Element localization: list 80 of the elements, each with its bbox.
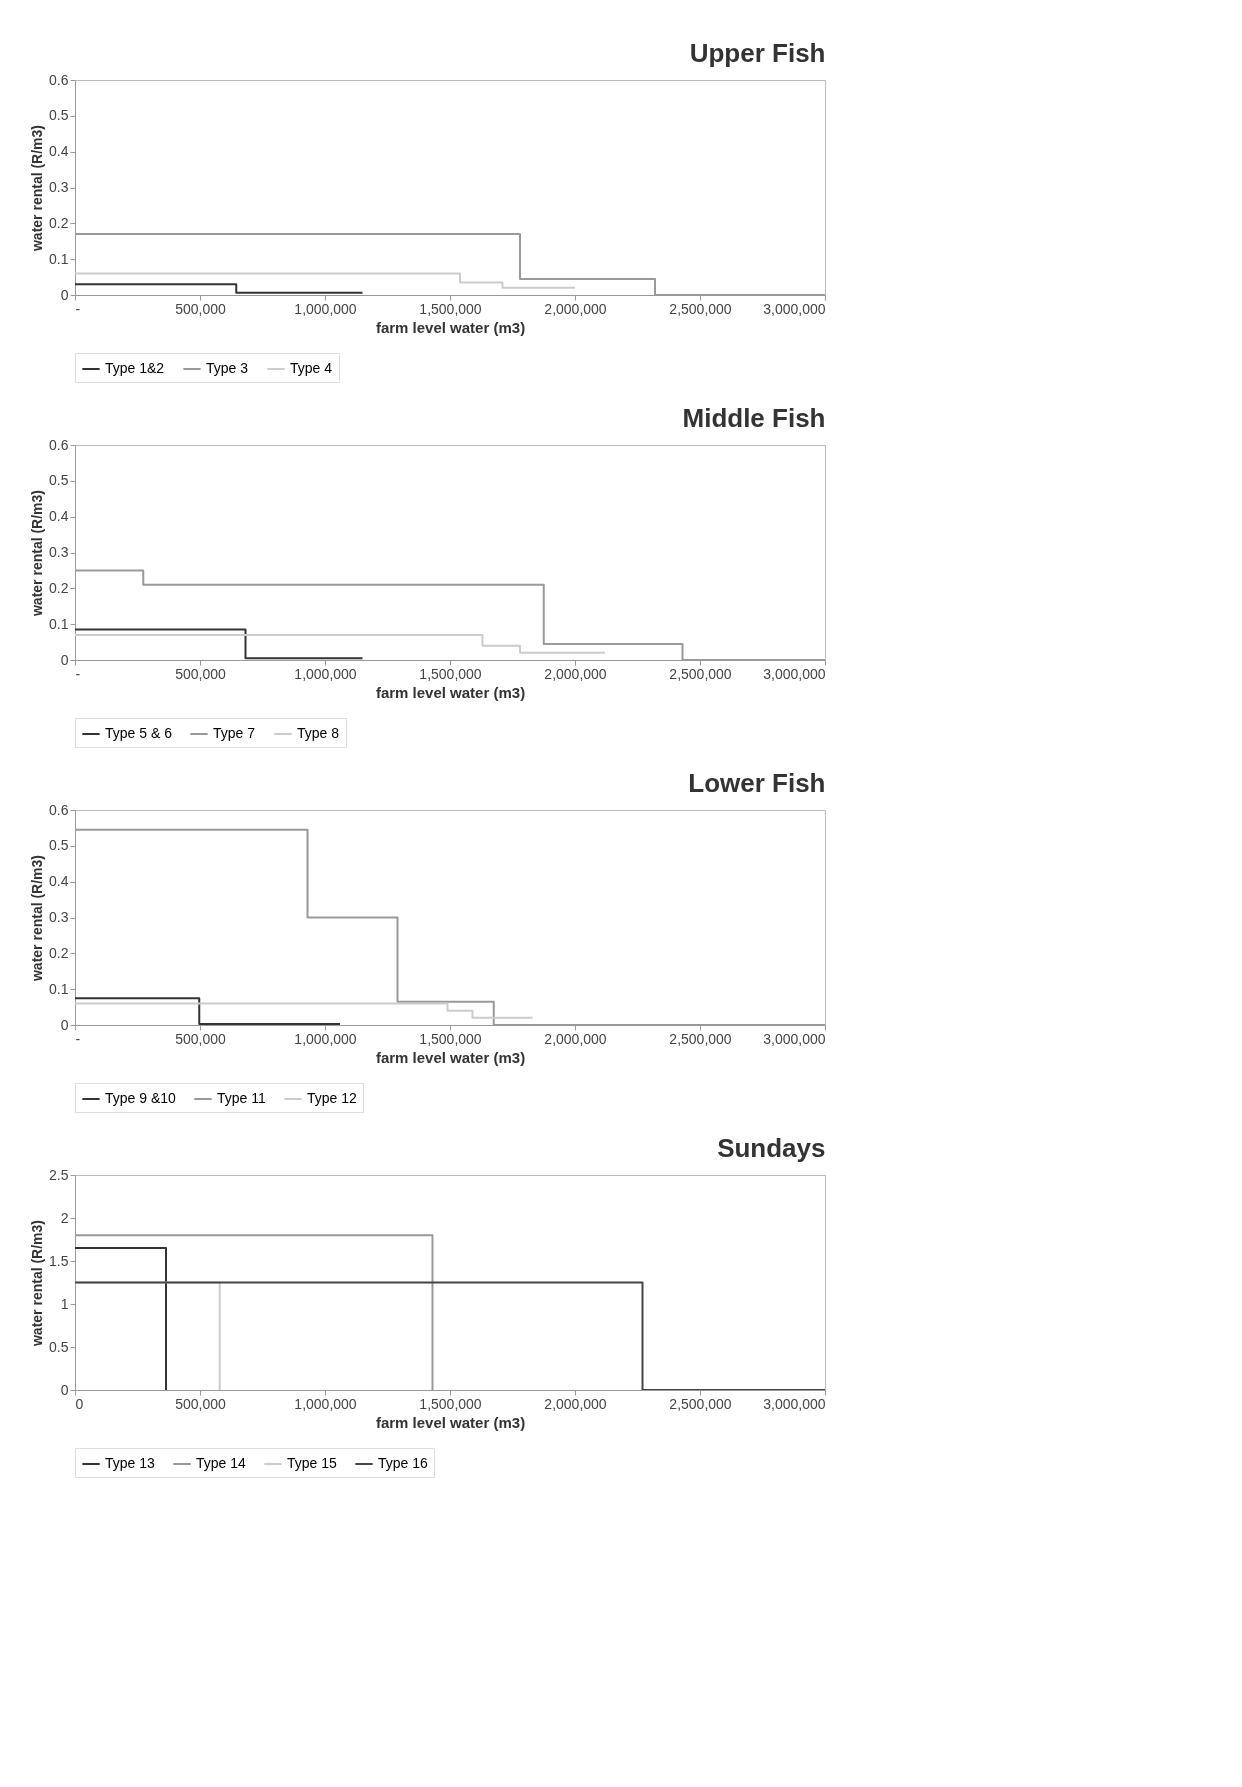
y-tick-label: 0 — [60, 286, 69, 303]
x-tick-label: 0 — [75, 1395, 84, 1412]
y-tick-label: 0.4 — [49, 873, 69, 890]
y-axis-title: water rental (R/m3) — [29, 489, 46, 618]
x-tick-label: 1,500,000 — [419, 1395, 482, 1412]
x-tick-label: 2,000,000 — [544, 300, 607, 317]
x-tick-label: 500,000 — [175, 300, 227, 317]
x-axis-title: farm level water (m3) — [375, 1048, 526, 1066]
y-tick-label: 0.5 — [49, 472, 69, 489]
y-tick-label: 2.5 — [49, 1166, 69, 1183]
x-tick-label: 500,000 — [175, 665, 227, 682]
x-axis-title: farm level water (m3) — [375, 318, 526, 336]
y-tick-label: 0.1 — [49, 980, 69, 997]
y-tick-label: 0.4 — [49, 143, 69, 160]
y-tick-label: 0 — [60, 651, 69, 668]
y-tick-label: 0.2 — [49, 944, 69, 961]
x-tick-label: 3,000,000 — [763, 1030, 826, 1047]
x-tick-label: 3,000,000 — [763, 665, 826, 682]
x-tick-label: 3,000,000 — [763, 1395, 826, 1412]
x-tick-label: - — [75, 665, 81, 682]
chart-title: Middle Fish — [682, 403, 826, 433]
legend-label: Type 15 — [287, 1455, 338, 1471]
y-tick-label: 0.2 — [49, 214, 69, 231]
y-tick-label: 0.1 — [49, 615, 69, 632]
chart-title: Upper Fish — [689, 38, 826, 68]
y-tick-label: 0.3 — [49, 179, 69, 195]
x-tick-label: 2,500,000 — [669, 1030, 732, 1047]
x-tick-label: 500,000 — [175, 1395, 227, 1412]
legend-label: Type 3 — [206, 360, 249, 376]
chart-title: Lower Fish — [688, 768, 826, 798]
y-tick-label: 0.2 — [49, 579, 69, 596]
legend-label: Type 14 — [196, 1455, 247, 1471]
x-tick-label: 2,000,000 — [544, 665, 607, 682]
x-tick-label: 500,000 — [175, 1030, 227, 1047]
y-axis-title: water rental (R/m3) — [29, 1219, 46, 1348]
y-tick-label: 0 — [60, 1381, 69, 1398]
y-tick-label: 0.6 — [49, 436, 69, 453]
x-tick-label: 1,500,000 — [419, 300, 482, 317]
x-tick-label: 1,500,000 — [419, 665, 482, 682]
y-tick-label: 2 — [60, 1209, 69, 1226]
y-tick-label: 0.5 — [49, 1338, 69, 1355]
legend-label: Type 16 — [378, 1455, 429, 1471]
y-tick-label: 0 — [60, 1016, 69, 1033]
y-axis-title: water rental (R/m3) — [29, 124, 46, 253]
x-tick-label: 2,000,000 — [544, 1395, 607, 1412]
x-tick-label: 1,000,000 — [294, 665, 357, 682]
x-tick-label: 2,500,000 — [669, 300, 732, 317]
y-tick-label: 1 — [60, 1295, 69, 1312]
x-tick-label: 3,000,000 — [763, 300, 826, 317]
y-tick-label: 0.3 — [49, 544, 69, 560]
legend-label: Type 12 — [307, 1090, 358, 1106]
x-tick-label: - — [75, 300, 81, 317]
y-tick-label: 0.5 — [49, 107, 69, 124]
x-tick-label: 1,500,000 — [419, 1030, 482, 1047]
x-tick-label: - — [75, 1030, 81, 1047]
x-tick-label: 1,000,000 — [294, 300, 357, 317]
legend-label: Type 4 — [290, 360, 333, 376]
y-tick-label: 0.6 — [49, 801, 69, 818]
y-tick-label: 0.1 — [49, 250, 69, 267]
x-tick-label: 1,000,000 — [294, 1395, 357, 1412]
legend-label: Type 9 &10 — [105, 1090, 177, 1106]
legend-label: Type 8 — [297, 725, 340, 741]
y-tick-label: 0.3 — [49, 909, 69, 925]
x-tick-label: 2,500,000 — [669, 1395, 732, 1412]
y-tick-label: 0.4 — [49, 508, 69, 525]
legend-label: Type 11 — [217, 1090, 266, 1106]
legend-label: Type 7 — [213, 725, 256, 741]
y-tick-label: 1.5 — [49, 1252, 69, 1269]
legend-label: Type 5 & 6 — [105, 725, 173, 741]
x-axis-title: farm level water (m3) — [375, 1413, 526, 1431]
chart-title: Sundays — [717, 1133, 826, 1163]
x-tick-label: 2,000,000 — [544, 1030, 607, 1047]
legend-label: Type 1&2 — [105, 360, 165, 376]
y-tick-label: 0.5 — [49, 837, 69, 854]
x-tick-label: 2,500,000 — [669, 665, 732, 682]
x-axis-title: farm level water (m3) — [375, 683, 526, 701]
y-axis-title: water rental (R/m3) — [29, 854, 46, 983]
legend-label: Type 13 — [105, 1455, 156, 1471]
y-tick-label: 0.6 — [49, 71, 69, 88]
x-tick-label: 1,000,000 — [294, 1030, 357, 1047]
